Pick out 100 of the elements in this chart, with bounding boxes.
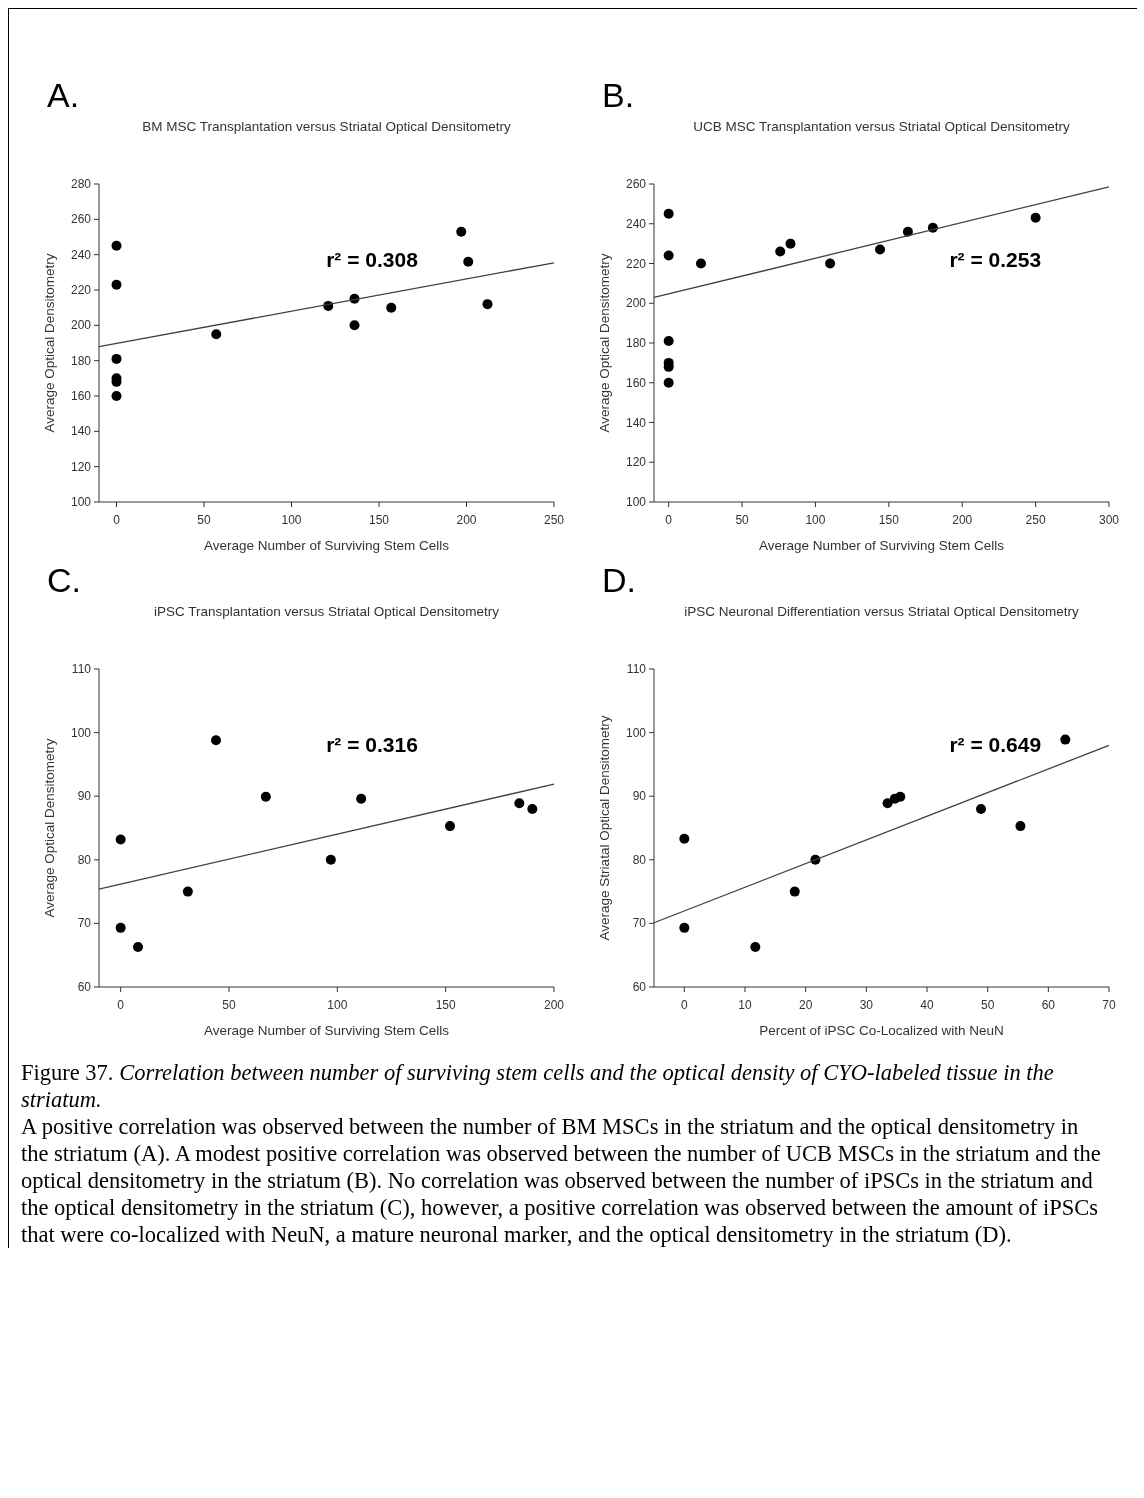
point bbox=[1015, 821, 1026, 832]
point bbox=[663, 336, 674, 346]
y-tick-label: 60 bbox=[77, 980, 92, 994]
point bbox=[1060, 734, 1071, 745]
x-tick-label: 100 bbox=[805, 513, 826, 527]
point bbox=[463, 256, 474, 267]
point bbox=[133, 941, 143, 952]
chart-title: UCB MSC Transplantation versus Striatal Optical Densitometry bbox=[693, 119, 1071, 134]
y-axis-title: Average Striatal Optical Densitometry bbox=[597, 715, 612, 941]
point bbox=[895, 791, 906, 802]
y-tick-label: 220 bbox=[625, 256, 647, 271]
x-tick-label: 40 bbox=[920, 998, 934, 1012]
point bbox=[789, 886, 800, 897]
x-tick-label: 100 bbox=[281, 513, 302, 527]
y-tick-label: 100 bbox=[70, 495, 92, 509]
y-tick-label: 160 bbox=[70, 389, 92, 403]
point bbox=[975, 803, 986, 814]
y-tick-label: 240 bbox=[70, 247, 92, 262]
y-tick-label: 280 bbox=[70, 177, 92, 191]
text: B. bbox=[602, 76, 635, 114]
annotation: r² = 0.316 bbox=[326, 732, 418, 756]
x-tick-label: 50 bbox=[735, 513, 750, 527]
y-tick-label: 180 bbox=[625, 336, 647, 350]
y-axis-title: Average Optical Densitometry bbox=[597, 253, 612, 433]
point bbox=[211, 735, 221, 746]
x-tick-label: 50 bbox=[222, 998, 236, 1012]
y-tick-label: 60 bbox=[632, 980, 647, 994]
text: C. bbox=[47, 561, 81, 599]
point bbox=[325, 854, 336, 865]
x-tick-label: 100 bbox=[327, 998, 348, 1012]
x-tick-label: 0 bbox=[117, 998, 125, 1012]
point bbox=[663, 250, 674, 261]
point bbox=[386, 302, 397, 313]
y-tick-label: 110 bbox=[626, 662, 647, 676]
chart-title: iPSC Transplantation versus Striatal Optical Densitometry bbox=[153, 604, 500, 619]
y-tick-label: 180 bbox=[70, 353, 92, 368]
y-tick-label: 110 bbox=[71, 662, 92, 676]
x-tick-label: 60 bbox=[1041, 998, 1056, 1012]
x-tick-label: 20 bbox=[798, 998, 813, 1012]
y-tick-label: 80 bbox=[632, 852, 647, 867]
x-tick-label: 250 bbox=[1025, 513, 1046, 527]
point bbox=[679, 922, 690, 933]
point bbox=[260, 791, 271, 802]
x-tick-label: 0 bbox=[113, 513, 121, 527]
y-tick-label: 120 bbox=[70, 459, 92, 474]
point bbox=[182, 886, 193, 897]
x-axis-title: Percent of iPSC Co-Localized with NeuN bbox=[759, 1023, 1004, 1038]
text: A. bbox=[47, 76, 80, 114]
annotation: r² = 0.308 bbox=[326, 247, 419, 271]
y-tick-label: 220 bbox=[70, 283, 92, 297]
x-axis-title: Average Number of Surviving Stem Cells bbox=[758, 538, 1005, 553]
y-tick-label: 200 bbox=[70, 318, 92, 333]
x-tick-label: 30 bbox=[859, 998, 874, 1012]
point bbox=[1030, 212, 1041, 223]
x-tick-label: 0 bbox=[680, 998, 688, 1012]
point bbox=[356, 793, 367, 804]
annotation: r² = 0.253 bbox=[949, 247, 1042, 271]
text: A positive correlation was observed between the number of BM MSCs in the striatum and the optical densitometry in the striatum (A). A modest positive correlation was observed between the number of UCB MSCs in the striatum and the optical densitometry in the striatum (B). No correlation was observed between the number of iPSCs in the striatum and the optical densitometry in the striatum (C), however, a positive correlation was observed between the amount of iPSCs that were co-localized with NeuN, a mature neuronal marker, and the optical densitometry in the striatum (D). bbox=[21, 1113, 1101, 1248]
point bbox=[695, 258, 706, 269]
y-tick-label: 160 bbox=[625, 375, 647, 390]
y-tick-label: 140 bbox=[625, 415, 647, 430]
point bbox=[785, 238, 796, 249]
x-tick-label: 150 bbox=[435, 998, 456, 1012]
x-axis-title: Average Number of Surviving Stem Cells bbox=[203, 1023, 450, 1038]
point bbox=[115, 834, 126, 845]
x-tick-label: 250 bbox=[543, 513, 565, 527]
y-tick-label: 200 bbox=[625, 296, 647, 311]
point bbox=[663, 208, 674, 219]
point bbox=[111, 240, 122, 251]
x-tick-label: 150 bbox=[878, 513, 900, 527]
point bbox=[111, 279, 122, 290]
y-tick-label: 100 bbox=[70, 725, 92, 740]
x-tick-label: 200 bbox=[543, 998, 565, 1012]
x-tick-label: 50 bbox=[197, 513, 211, 527]
point bbox=[663, 377, 674, 388]
point bbox=[211, 329, 222, 340]
point bbox=[482, 299, 493, 310]
y-axis-title: Average Optical Densitometry bbox=[42, 738, 57, 918]
point bbox=[750, 941, 761, 952]
x-tick-label: 70 bbox=[1102, 998, 1116, 1012]
chart-title: iPSC Neuronal Differentiation versus Striatal Optical Densitometry bbox=[684, 604, 1079, 619]
point bbox=[111, 391, 122, 401]
y-tick-label: 140 bbox=[70, 424, 92, 439]
point bbox=[349, 320, 360, 331]
point bbox=[514, 798, 525, 809]
x-tick-label: 300 bbox=[1098, 513, 1120, 527]
annotation: r² = 0.649 bbox=[949, 732, 1042, 756]
caption: Figure 37. Correlation between number of surviving stem cells and the optical density of CYO-labeled tissue in the striatum. bbox=[21, 1059, 1055, 1113]
point bbox=[825, 258, 836, 269]
point bbox=[456, 226, 467, 237]
y-tick-label: 100 bbox=[625, 495, 647, 509]
y-tick-label: 260 bbox=[625, 177, 647, 191]
x-axis-title: Average Number of Surviving Stem Cells bbox=[203, 538, 450, 553]
text: D. bbox=[602, 561, 636, 599]
point bbox=[115, 922, 126, 933]
x-tick-label: 200 bbox=[456, 513, 477, 527]
y-tick-label: 90 bbox=[77, 789, 92, 804]
point bbox=[445, 821, 455, 832]
x-tick-label: 200 bbox=[952, 513, 973, 527]
y-tick-label: 100 bbox=[625, 725, 647, 740]
